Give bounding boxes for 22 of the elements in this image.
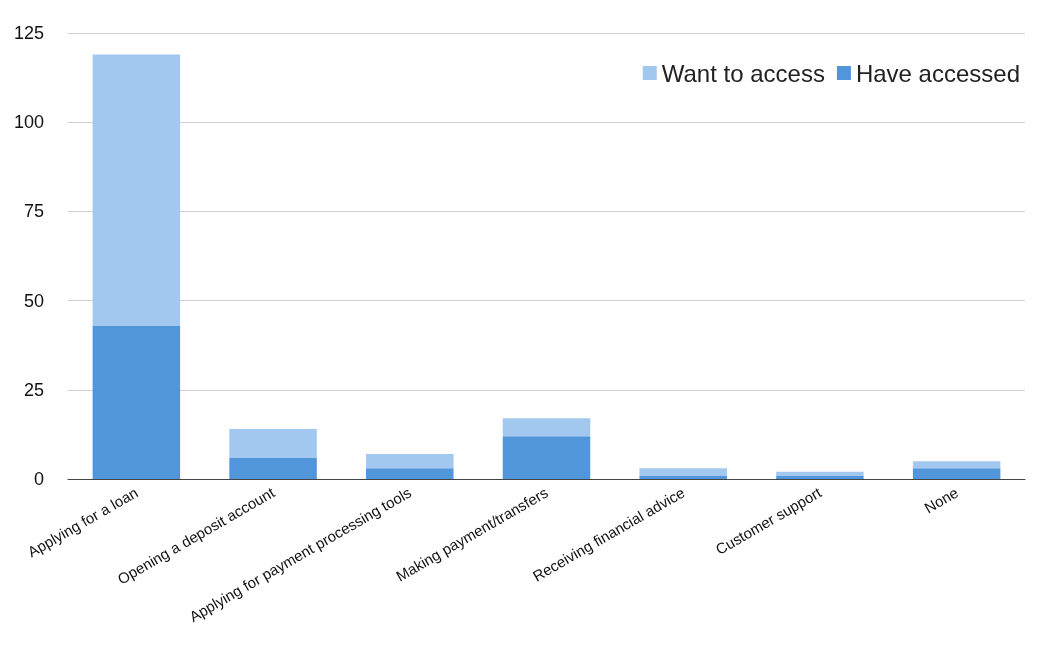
bar	[92, 54, 181, 326]
bar	[92, 325, 181, 479]
y-tick-label: 75	[23, 201, 44, 222]
bar	[502, 418, 591, 437]
y-tick-label: 50	[23, 290, 44, 311]
bar	[776, 475, 864, 479]
bar	[366, 468, 454, 479]
bar	[229, 429, 317, 458]
y-tick-label: 0	[33, 469, 44, 489]
y-tick-label: 100	[13, 112, 44, 133]
bar	[366, 454, 454, 469]
y-tick-label: 125	[13, 23, 44, 43]
bar	[639, 468, 727, 476]
x-tick-label: None	[921, 483, 961, 517]
legend-label: Want to access	[661, 59, 825, 87]
y-tick-label: 25	[23, 379, 44, 400]
bar	[912, 468, 1001, 479]
bar	[639, 475, 727, 479]
bar	[912, 461, 1001, 469]
legend-label: Have accessed	[855, 59, 1021, 87]
bar	[502, 436, 591, 479]
bar	[229, 457, 317, 479]
